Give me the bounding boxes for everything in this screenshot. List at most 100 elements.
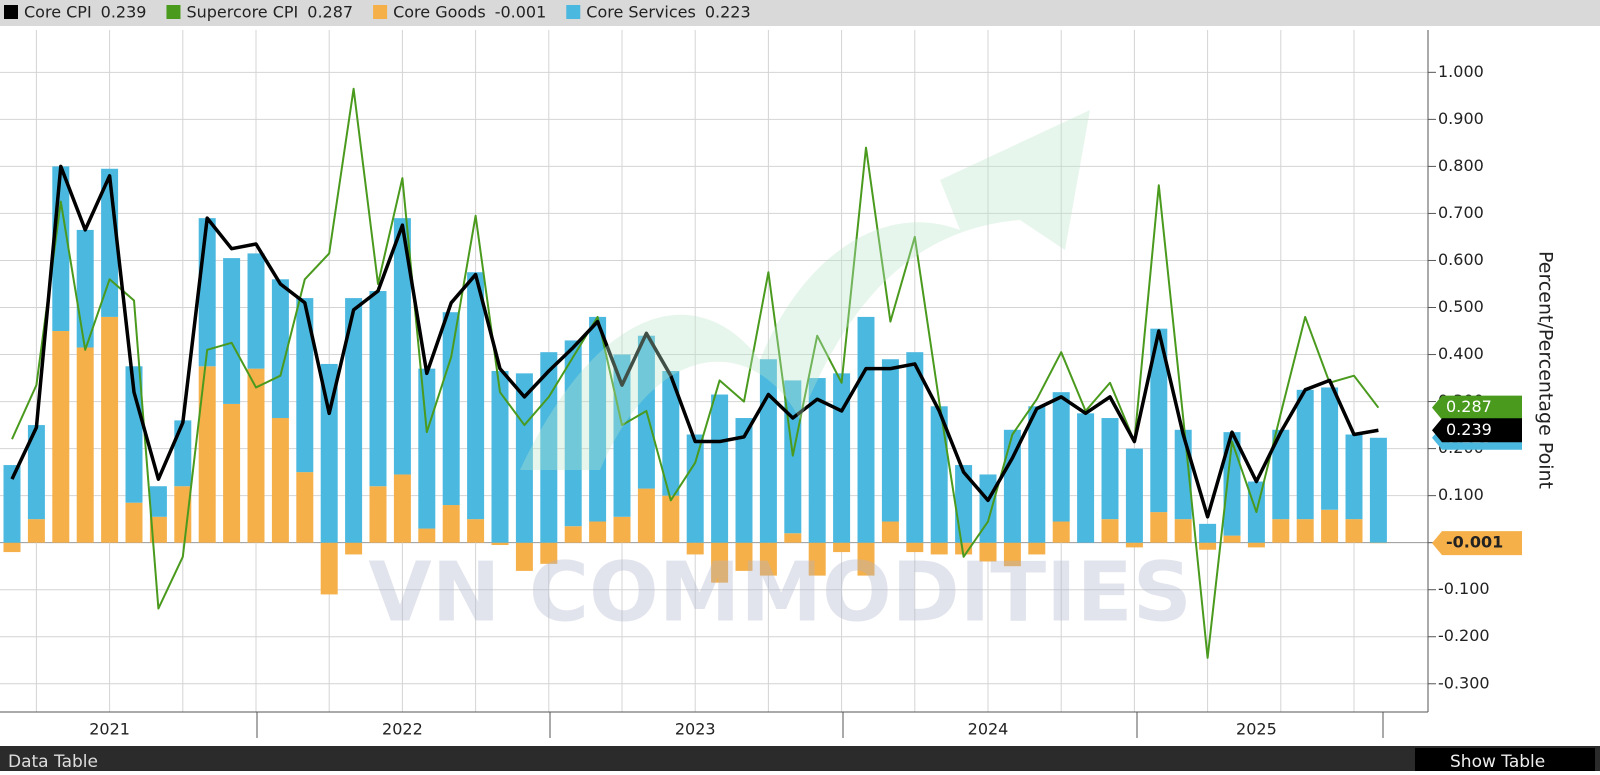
bar — [418, 369, 435, 529]
bar — [589, 522, 606, 543]
bar — [1321, 510, 1338, 543]
bar — [882, 359, 899, 521]
bar — [1346, 519, 1363, 543]
legend-swatch — [166, 5, 180, 19]
legend-name: Core Goods — [393, 3, 486, 22]
bar — [711, 395, 728, 543]
value-tag-label: -0.001 — [1446, 533, 1503, 552]
bar — [1297, 519, 1314, 543]
legend-value: -0.001 — [495, 3, 547, 22]
bar — [1077, 413, 1094, 542]
legend-swatch — [373, 5, 387, 19]
bar — [345, 543, 362, 555]
legend-swatch — [4, 5, 18, 19]
value-tag-label: 0.239 — [1446, 420, 1492, 439]
bar — [77, 347, 94, 542]
y-tick-label: -0.300 — [1438, 673, 1490, 692]
y-tick-label: 0.400 — [1438, 344, 1484, 363]
bar — [272, 418, 289, 543]
y-tick-label: -0.100 — [1438, 579, 1490, 598]
bar — [443, 505, 460, 543]
bar — [370, 291, 387, 486]
bar — [174, 420, 191, 486]
legend-name: Core Services — [586, 3, 696, 22]
x-tick-label: 2021 — [89, 720, 130, 739]
footer-bar — [0, 746, 1600, 771]
legend-name: Supercore CPI — [186, 3, 298, 22]
watermark: VN COMMODITIES — [368, 545, 1192, 640]
bar — [565, 526, 582, 542]
bar — [248, 253, 265, 368]
bar — [150, 486, 167, 517]
y-tick-label: 0.100 — [1438, 485, 1484, 504]
y-tick-label: 0.900 — [1438, 109, 1484, 128]
legend-value: 0.223 — [705, 3, 751, 22]
bar — [1102, 519, 1119, 543]
bar — [614, 517, 631, 543]
bar — [1224, 536, 1241, 543]
y-axis-title: Percent/Percentage Point — [1535, 251, 1557, 489]
bar — [1175, 519, 1192, 543]
bar — [858, 317, 875, 543]
bar — [370, 486, 387, 542]
x-tick-label: 2023 — [675, 720, 716, 739]
y-tick-label: 0.500 — [1438, 297, 1484, 316]
bar — [296, 472, 313, 543]
bar — [906, 352, 923, 542]
bar — [687, 434, 704, 542]
x-tick-label: 2024 — [968, 720, 1009, 739]
x-tick-label: 2025 — [1236, 720, 1277, 739]
bar — [467, 519, 484, 543]
footer-label: Data Table — [8, 752, 98, 771]
bar — [492, 371, 509, 543]
bar — [443, 312, 460, 505]
bar — [1321, 387, 1338, 509]
bar — [1028, 406, 1045, 542]
y-tick-label: 0.800 — [1438, 156, 1484, 175]
bar — [1053, 522, 1070, 543]
bar — [1199, 524, 1216, 543]
bar — [52, 331, 69, 543]
value-tag-label: 0.287 — [1446, 397, 1492, 416]
legend-name: Core CPI — [24, 3, 92, 22]
bar — [199, 218, 216, 366]
bar — [248, 369, 265, 543]
bar — [1370, 438, 1387, 543]
y-tick-label: 0.600 — [1438, 250, 1484, 269]
bar — [1346, 434, 1363, 519]
y-tick-label: 0.700 — [1438, 203, 1484, 222]
bar — [1199, 543, 1216, 550]
bar — [1272, 519, 1289, 543]
y-tick-label: 1.000 — [1438, 62, 1484, 81]
bar — [1126, 449, 1143, 543]
bar — [101, 317, 118, 543]
bar — [223, 404, 240, 543]
legend-value: 0.239 — [101, 3, 147, 22]
bar — [28, 519, 45, 543]
bar — [4, 543, 21, 552]
bar — [467, 272, 484, 519]
bar — [321, 543, 338, 595]
bar — [638, 489, 655, 543]
bar — [1053, 392, 1070, 521]
bar — [1150, 512, 1167, 543]
legend-swatch — [566, 5, 580, 19]
bar — [1297, 390, 1314, 519]
bar — [662, 496, 679, 543]
bar — [1248, 543, 1265, 548]
bar — [980, 474, 997, 542]
show-table-label[interactable]: Show Table — [1450, 752, 1545, 771]
bar — [1102, 418, 1119, 519]
bar — [394, 474, 411, 542]
bar — [784, 533, 801, 542]
x-tick-label: 2022 — [382, 720, 423, 739]
bar — [223, 258, 240, 404]
bar — [418, 529, 435, 543]
legend-value: 0.287 — [307, 3, 353, 22]
y-tick-label: -0.200 — [1438, 626, 1490, 645]
bar — [126, 503, 143, 543]
bar — [760, 359, 777, 542]
bar — [882, 522, 899, 543]
